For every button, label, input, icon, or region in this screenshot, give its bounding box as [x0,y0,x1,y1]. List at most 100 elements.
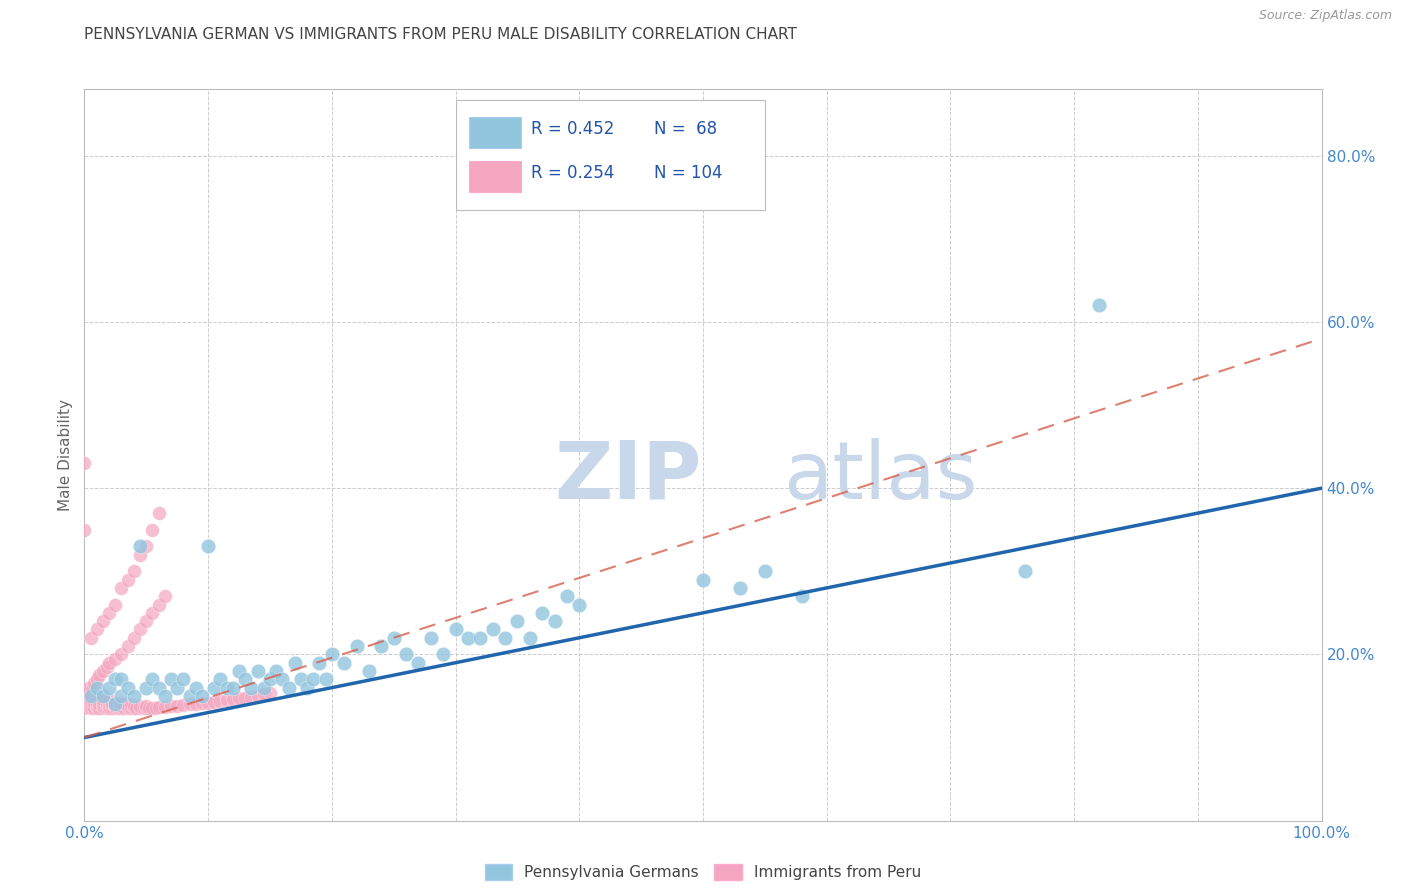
Point [117,698,139,713]
Point [73,523,96,537]
Point [290,673,312,687]
Point [96,700,118,714]
Point [110,701,132,715]
Point [83,700,105,714]
Text: R = 0.254: R = 0.254 [531,164,614,182]
Point [790,589,813,603]
Point [104,651,127,665]
Point [120,700,142,714]
Point [728,581,751,595]
Point [110,648,132,662]
Point [233,673,256,687]
Point [333,656,356,670]
Point [98,698,121,713]
Point [481,623,503,637]
Point [73,701,96,715]
Point [172,698,194,712]
Point [96,698,118,712]
Point [145,700,167,714]
Point [79,631,101,645]
Point [215,681,238,695]
Point [86,696,108,710]
Point [100,700,122,714]
Point [135,614,157,628]
Point [132,700,155,714]
Point [91,689,114,703]
Point [135,539,157,553]
Point [302,673,325,687]
Point [122,689,145,703]
Point [125,700,148,714]
Point [110,689,132,703]
Point [382,631,405,645]
Point [104,673,127,687]
Point [122,564,145,578]
Point [96,660,118,674]
Point [264,664,287,678]
Point [197,696,219,710]
Point [215,693,238,707]
Point [73,695,96,709]
Point [148,681,170,695]
Point [259,673,281,687]
Point [692,573,714,587]
Point [253,681,276,695]
Point [494,631,516,645]
Point [209,673,232,687]
Point [346,639,368,653]
Point [86,701,108,715]
Point [108,700,131,714]
Point [153,699,176,714]
Point [555,589,578,603]
Point [228,691,250,706]
Point [104,701,127,715]
Point [246,664,269,678]
Point [98,701,121,715]
Point [271,673,294,687]
Point [104,698,127,713]
Point [184,681,207,695]
Point [91,698,114,713]
Point [77,685,100,699]
Point [104,598,127,612]
Point [98,681,121,695]
Point [222,692,245,706]
Point [120,698,142,712]
Point [1088,298,1111,312]
Point [519,631,541,645]
Text: N = 104: N = 104 [654,164,723,182]
Point [457,631,479,645]
Text: ZIP: ZIP [554,438,702,516]
Point [135,698,157,713]
Point [98,606,121,620]
Point [100,698,122,712]
Point [117,573,139,587]
Text: R = 0.452: R = 0.452 [531,120,614,138]
Point [89,700,111,714]
FancyBboxPatch shape [456,100,765,210]
Point [83,676,105,690]
Point [470,631,492,645]
Text: N =  68: N = 68 [654,120,717,138]
Point [91,697,114,711]
Point [240,690,263,704]
Point [506,614,529,628]
Point [197,539,219,553]
Point [79,689,101,703]
Point [108,698,131,712]
FancyBboxPatch shape [470,161,522,192]
Point [141,606,163,620]
Point [98,656,121,670]
Point [179,698,201,712]
Point [86,698,108,713]
Point [80,683,103,698]
Point [543,614,565,628]
Point [568,598,591,612]
Y-axis label: Male Disability: Male Disability [58,399,73,511]
Point [153,589,176,603]
Point [246,689,269,703]
Point [73,456,96,470]
Point [89,698,111,712]
Point [222,681,245,695]
Point [315,673,337,687]
